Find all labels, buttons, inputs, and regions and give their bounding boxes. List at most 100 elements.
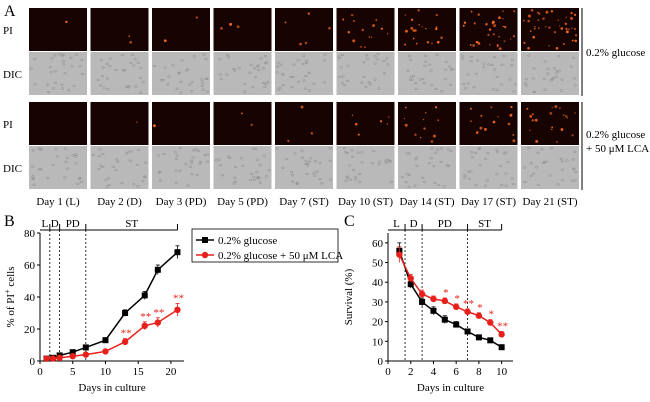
legend: 0.2% glucose 0.2% glucose + 50 μM LCA: [191, 228, 343, 263]
dic-cell: [313, 160, 318, 163]
dic-cell: [225, 53, 230, 57]
dic-cell: [549, 147, 554, 150]
dic-cell: [546, 72, 550, 75]
data-point: [464, 308, 471, 315]
dic-cell: [221, 174, 225, 177]
dic-cell: [205, 90, 210, 93]
dic-cell: [175, 87, 179, 91]
pi-image-background: [213, 8, 272, 51]
dic-cell: [136, 185, 140, 188]
dic-cell: [99, 164, 103, 168]
pi-spot: [562, 43, 565, 45]
dic-cell: [78, 65, 82, 68]
pi-spot: [551, 106, 553, 109]
dic-cell: [114, 169, 118, 172]
dic-cell: [192, 55, 197, 58]
dic-cell: [300, 149, 304, 152]
pi-spot: [300, 105, 304, 109]
dic-cell: [132, 183, 136, 186]
dic-cell: [429, 69, 433, 72]
dic-cell: [529, 162, 534, 165]
data-point: [141, 322, 148, 329]
significance-mark: *: [489, 309, 495, 321]
dic-cell: [306, 162, 310, 165]
pi-spot: [488, 28, 492, 31]
pi-spot: [492, 120, 496, 124]
dic-cell: [250, 172, 254, 176]
dic-cell: [414, 82, 418, 85]
pi-spot: [250, 123, 253, 126]
dic-cell: [258, 163, 262, 167]
data-point: [419, 298, 426, 305]
dic-cell: [439, 160, 443, 164]
dic-cell: [360, 161, 364, 164]
dic-image-background: [521, 52, 579, 95]
pi-spot: [532, 35, 536, 39]
dic-cell: [204, 57, 208, 60]
significance-mark: *: [477, 302, 483, 314]
micrograph-dic-glucose-4: [213, 52, 272, 95]
pi-spot: [440, 36, 443, 39]
data-point: [418, 290, 426, 298]
dic-cell: [304, 61, 309, 65]
dic-cell: [74, 53, 79, 56]
pi-spot: [503, 40, 506, 42]
dic-cell: [219, 77, 223, 81]
group-label-lca-line2: + 50 μM LCA: [586, 143, 649, 155]
dic-cell: [293, 152, 297, 155]
pi-spot: [502, 10, 504, 12]
micrograph-dic-lca-8: [459, 146, 518, 189]
series-line: [398, 250, 503, 348]
dic-cell: [55, 155, 60, 158]
dic-cell: [135, 163, 140, 167]
dic-cell: [305, 172, 309, 176]
dic-cell: [226, 56, 231, 59]
dic-cell: [382, 59, 386, 63]
micrograph-pi-lca-4: [213, 102, 272, 145]
dic-cell: [400, 176, 405, 179]
pi-spot: [498, 16, 501, 20]
dic-cell: [490, 63, 494, 67]
dic-cell: [281, 166, 285, 169]
pi-image-background: [336, 102, 395, 145]
dic-cell: [560, 78, 564, 81]
dic-cell: [54, 148, 58, 151]
dic-cell: [552, 67, 557, 70]
dic-cell: [123, 69, 127, 72]
dic-cell: [218, 58, 222, 61]
dic-cell: [439, 147, 444, 150]
dic-cell: [573, 150, 577, 154]
pi-spot: [386, 123, 389, 125]
pi-spot: [435, 106, 438, 109]
significance-mark: **: [497, 320, 508, 332]
dic-cell: [263, 85, 267, 88]
significance-mark: **: [173, 292, 184, 304]
dic-cell: [344, 179, 348, 182]
dic-cell: [463, 174, 467, 177]
dic-cell: [156, 154, 161, 157]
dic-cell: [72, 84, 76, 88]
dic-cell: [60, 83, 64, 86]
data-point: [452, 303, 460, 311]
dic-cell: [97, 168, 101, 171]
dic-cell: [218, 73, 222, 76]
dic-cell: [467, 177, 472, 180]
pi-spot: [423, 118, 425, 121]
dic-cell: [531, 77, 535, 80]
dic-cell: [523, 82, 528, 85]
day-label: Day 3 (PD): [156, 196, 207, 208]
day-label: Day 21 (ST): [523, 196, 578, 208]
dic-cell: [233, 176, 237, 179]
dic-cell: [385, 57, 389, 60]
dic-cell: [69, 56, 73, 60]
data-point: [487, 319, 494, 326]
dic-cell: [228, 156, 232, 160]
pi-spot: [477, 13, 480, 16]
pi-spot: [537, 11, 539, 14]
pi-spot: [559, 25, 561, 27]
dic-cell: [303, 87, 308, 90]
dic-cell: [134, 85, 138, 88]
dic-cell: [76, 182, 80, 186]
dic-cell: [158, 170, 162, 174]
dic-cell: [51, 163, 55, 167]
